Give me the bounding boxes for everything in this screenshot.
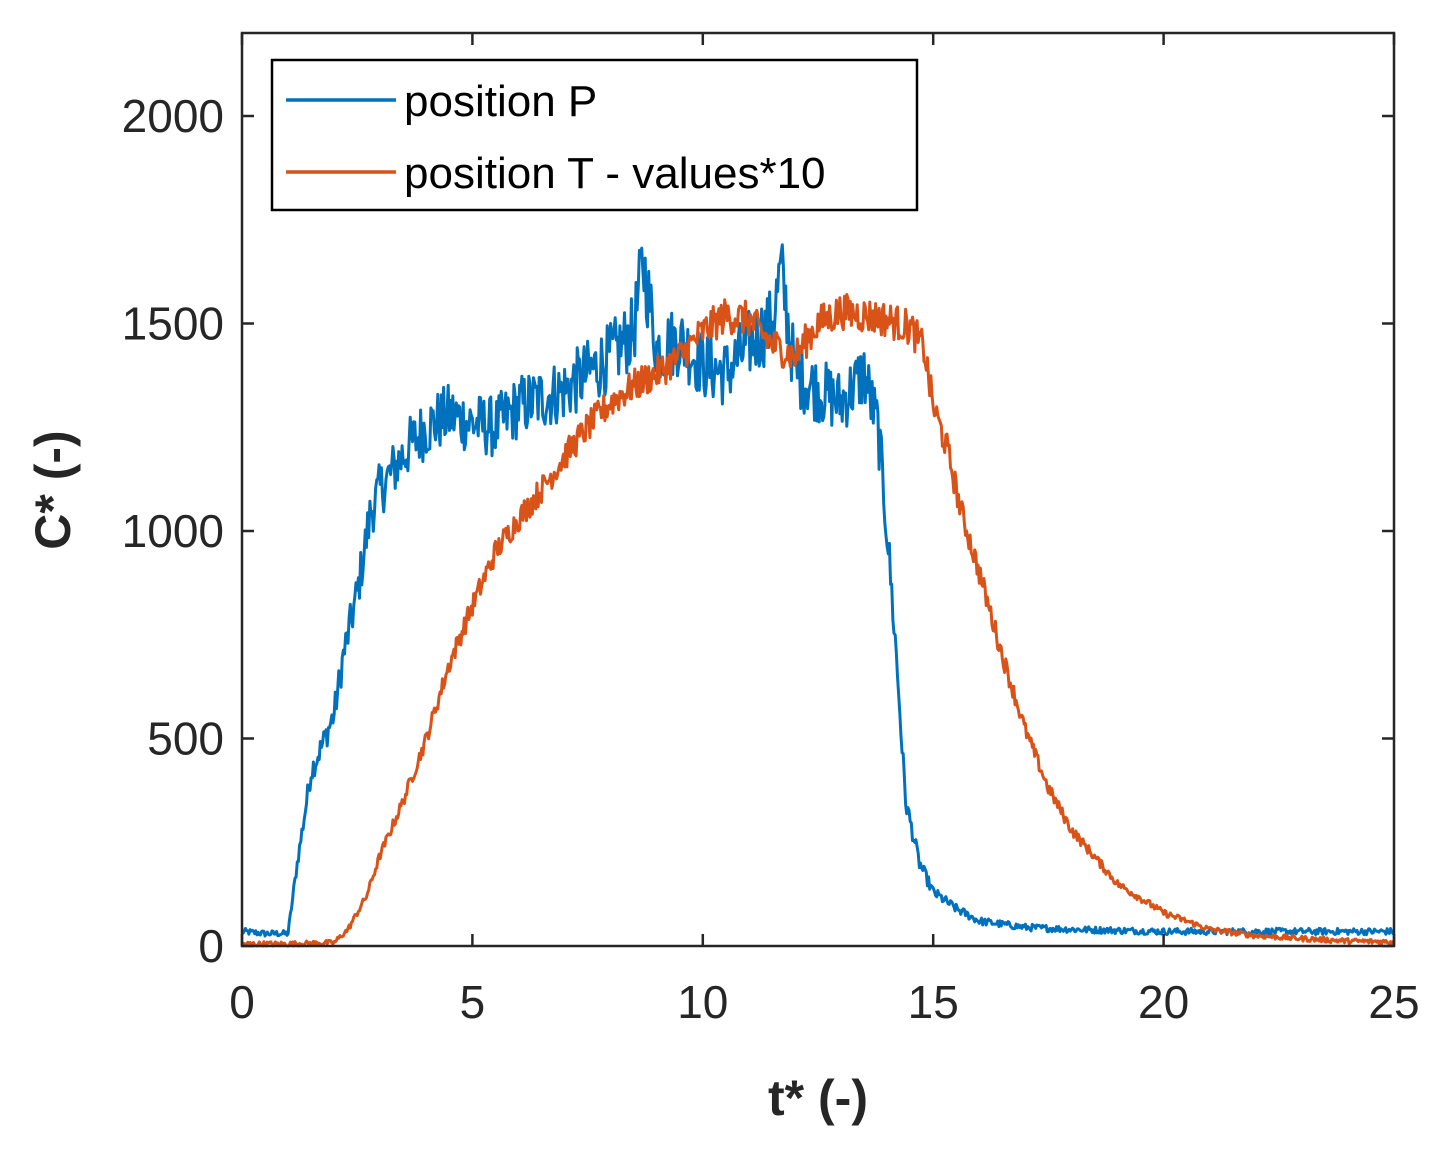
legend-label-position-t: position T - values*10 [404,149,826,198]
x-tick-label: 5 [460,976,486,1028]
x-tick-label: 25 [1368,976,1419,1028]
x-tick-label: 10 [677,976,728,1028]
x-axis-title: t* (-) [768,1070,868,1126]
legend-box [270,58,919,212]
ticks-layer: 0 5 10 15 20 25 0 500 1000 1500 2000 [122,33,1420,1028]
x-tick-label: 0 [229,976,255,1028]
x-tick-label: 15 [908,976,959,1028]
y-tick-label: 2000 [122,90,224,142]
series-line-position-t [240,293,1396,948]
y-tick-label: 1500 [122,298,224,350]
y-tick-label: 1000 [122,505,224,557]
legend-label-position-p: position P [404,77,597,126]
series-line-position-p [240,243,1396,938]
y-tick-label: 0 [198,920,224,972]
y-tick-label: 500 [147,713,224,765]
x-tick-label: 20 [1138,976,1189,1028]
y-axis-title: C* (-) [25,430,81,549]
axes-box [240,31,1396,948]
series-layer [240,243,1396,948]
legend: position P position T - values*10 [270,58,919,212]
